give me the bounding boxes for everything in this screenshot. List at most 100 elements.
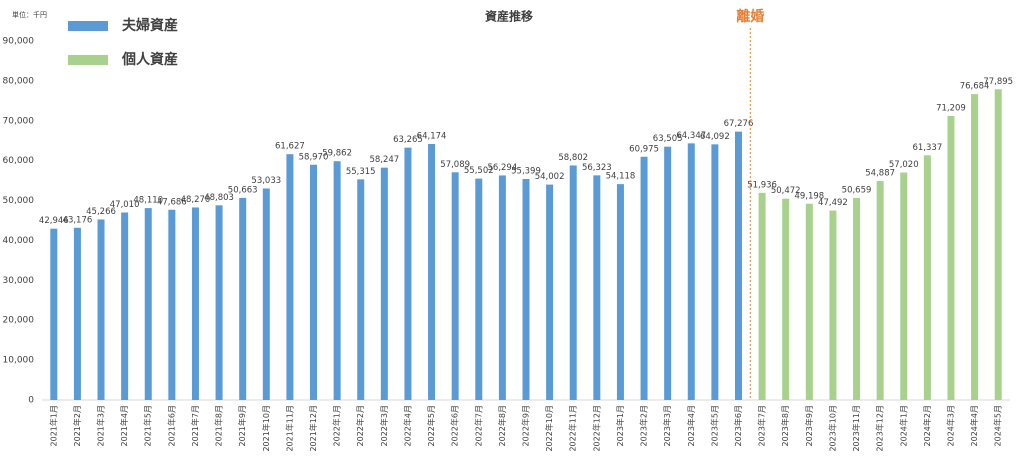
value-label: 60,975 — [629, 144, 659, 154]
bar — [876, 181, 884, 400]
bar — [50, 228, 58, 400]
bar — [593, 175, 601, 400]
value-label: 64,174 — [417, 132, 447, 142]
x-tick-label: 2024年3月 — [945, 405, 955, 446]
x-tick-label: 2023年11月 — [851, 405, 861, 452]
bar — [711, 144, 719, 400]
value-label: 50,659 — [842, 185, 872, 195]
x-tick-label: 2022年2月 — [355, 405, 365, 446]
y-tick-label: 10,000 — [3, 356, 35, 366]
value-label: 63,265 — [393, 135, 423, 145]
bar — [782, 198, 790, 400]
x-tick-label: 2023年7月 — [757, 405, 767, 446]
bar — [498, 175, 506, 400]
y-tick-label: 20,000 — [3, 316, 35, 326]
value-label: 64,347 — [676, 131, 706, 141]
x-tick-label: 2022年11月 — [568, 405, 578, 452]
bar — [522, 179, 530, 400]
y-tick-label: 60,000 — [3, 156, 35, 166]
bar — [333, 161, 341, 400]
x-tick-label: 2023年4月 — [686, 405, 696, 446]
value-label: 58,247 — [369, 155, 399, 165]
value-label: 63,505 — [653, 134, 683, 144]
x-tick-label: 2023年10月 — [827, 405, 837, 452]
bar — [900, 172, 908, 400]
value-label: 47,686 — [157, 197, 187, 207]
x-tick-label: 2022年12月 — [591, 405, 601, 452]
x-tick-label: 2022年8月 — [497, 405, 507, 446]
value-label: 61,627 — [275, 142, 305, 152]
bar — [168, 209, 176, 400]
bar — [664, 146, 672, 400]
value-label: 48,803 — [204, 193, 234, 203]
x-tick-label: 2021年4月 — [119, 405, 129, 446]
x-tick-label: 2024年1月 — [898, 405, 908, 446]
value-label: 48,270 — [181, 195, 211, 205]
value-label: 67,276 — [724, 119, 754, 129]
x-tick-label: 2022年5月 — [426, 405, 436, 446]
value-label: 53,033 — [251, 176, 281, 186]
bar — [758, 192, 766, 400]
x-tick-label: 2022年7月 — [473, 405, 483, 446]
x-tick-label: 2023年1月 — [615, 405, 625, 446]
bar — [829, 210, 837, 400]
value-label: 77,895 — [983, 77, 1013, 87]
x-tick-label: 2021年6月 — [166, 405, 176, 446]
x-tick-label: 2023年2月 — [639, 405, 649, 446]
value-label: 55,399 — [511, 167, 541, 177]
y-tick-label: 50,000 — [3, 196, 35, 206]
legend-text: 個人資産 — [121, 51, 178, 68]
x-tick-label: 2022年6月 — [450, 405, 460, 446]
value-label: 71,209 — [936, 103, 966, 113]
value-label: 54,118 — [606, 172, 636, 182]
value-label: 56,294 — [488, 163, 518, 173]
value-label: 48,110 — [133, 196, 163, 206]
value-label: 54,002 — [535, 172, 565, 182]
value-label: 57,089 — [440, 160, 470, 170]
bar — [215, 205, 223, 400]
x-tick-label: 2023年12月 — [875, 405, 885, 452]
value-label: 64,092 — [700, 132, 730, 142]
bar — [286, 154, 294, 400]
bar — [404, 147, 412, 400]
bar — [262, 188, 270, 400]
y-tick-label: 0 — [28, 396, 34, 406]
value-label: 61,337 — [912, 143, 942, 153]
value-label: 59,862 — [322, 149, 352, 159]
value-label: 76,684 — [960, 82, 990, 92]
x-tick-label: 2023年6月 — [733, 405, 743, 446]
x-tick-label: 2022年9月 — [521, 405, 531, 446]
x-tick-label: 2022年3月 — [379, 405, 389, 446]
x-tick-label: 2024年2月 — [922, 405, 932, 446]
x-tick-label: 2023年5月 — [709, 405, 719, 446]
x-tick-label: 2022年10月 — [544, 405, 554, 452]
bar — [569, 165, 577, 400]
bar — [73, 227, 81, 400]
legend-text: 夫婦資産 — [122, 17, 178, 34]
x-tick-label: 2024年5月 — [993, 405, 1003, 446]
bar — [994, 89, 1002, 401]
value-label: 43,176 — [63, 215, 93, 225]
bar — [616, 184, 624, 400]
value-label: 57,020 — [889, 160, 919, 170]
x-tick-label: 2021年3月 — [96, 405, 106, 446]
x-tick-label: 2021年9月 — [237, 405, 247, 446]
x-tick-label: 2023年9月 — [804, 405, 814, 446]
y-tick-label: 70,000 — [3, 116, 35, 126]
value-label: 42,946 — [39, 216, 69, 226]
x-tick-label: 2021年1月 — [48, 405, 58, 446]
value-label: 47,492 — [818, 198, 848, 208]
value-label: 49,198 — [794, 191, 824, 201]
legend-swatch — [68, 55, 108, 65]
bar — [923, 155, 931, 400]
y-tick-label: 90,000 — [3, 37, 35, 47]
unit-label: 単位：千円 — [12, 10, 47, 19]
x-tick-label: 2021年5月 — [143, 405, 153, 446]
bar — [310, 164, 318, 400]
x-tick-label: 2021年7月 — [190, 405, 200, 446]
value-label: 54,887 — [865, 169, 895, 179]
value-label: 51,936 — [747, 180, 777, 190]
x-tick-label: 2024年4月 — [969, 405, 979, 446]
bar — [475, 178, 483, 400]
value-label: 58,970 — [299, 152, 329, 162]
